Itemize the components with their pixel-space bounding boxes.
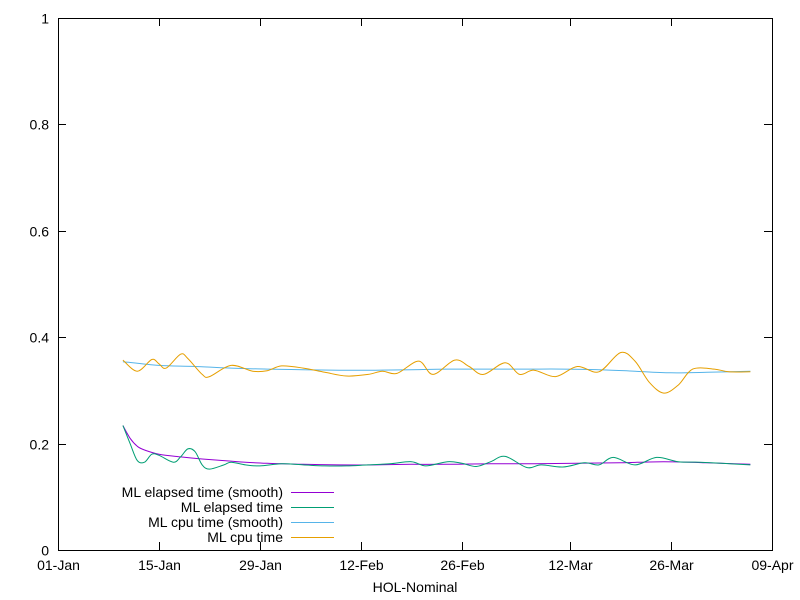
series-line <box>122 351 751 394</box>
plot-frame <box>58 18 773 551</box>
series-line <box>122 425 751 470</box>
legend-label: ML elapsed time (smooth) <box>122 484 283 500</box>
y-tick-label: 1 <box>41 11 49 27</box>
x-tick-label: 12-Mar <box>548 557 593 573</box>
x-axis-title: HOL-Nominal <box>373 579 458 595</box>
y-tick-label: 0.4 <box>30 330 50 346</box>
legend-label: ML cpu time <box>207 529 283 545</box>
y-tick-label: 0.6 <box>30 224 50 240</box>
y-tick-label: 0 <box>41 543 49 559</box>
series-line <box>122 425 751 466</box>
y-axis: 0 0.2 0.4 0.6 0.8 1 <box>30 11 772 559</box>
x-tick-label: 09-Apr <box>751 557 793 573</box>
x-tick-label: 12-Feb <box>339 557 384 573</box>
y-tick-label: 0.2 <box>30 437 50 453</box>
y-tick-label: 0.8 <box>30 117 50 133</box>
legend-label: ML elapsed time <box>181 499 283 515</box>
legend: ML elapsed time (smooth)ML elapsed timeM… <box>122 484 334 545</box>
x-axis: 01-Jan 15-Jan 29-Jan 12-Feb 26-Feb 12-Mar 26-M… <box>37 18 794 573</box>
x-tick-label: 15-Jan <box>138 557 181 573</box>
x-tick-label: 01-Jan <box>37 557 80 573</box>
x-tick-label: 29-Jan <box>239 557 282 573</box>
series-line <box>122 361 751 374</box>
series-lines <box>122 351 751 470</box>
x-tick-label: 26-Feb <box>440 557 485 573</box>
x-tick-label: 26-Mar <box>649 557 694 573</box>
legend-label: ML cpu time (smooth) <box>148 514 283 530</box>
